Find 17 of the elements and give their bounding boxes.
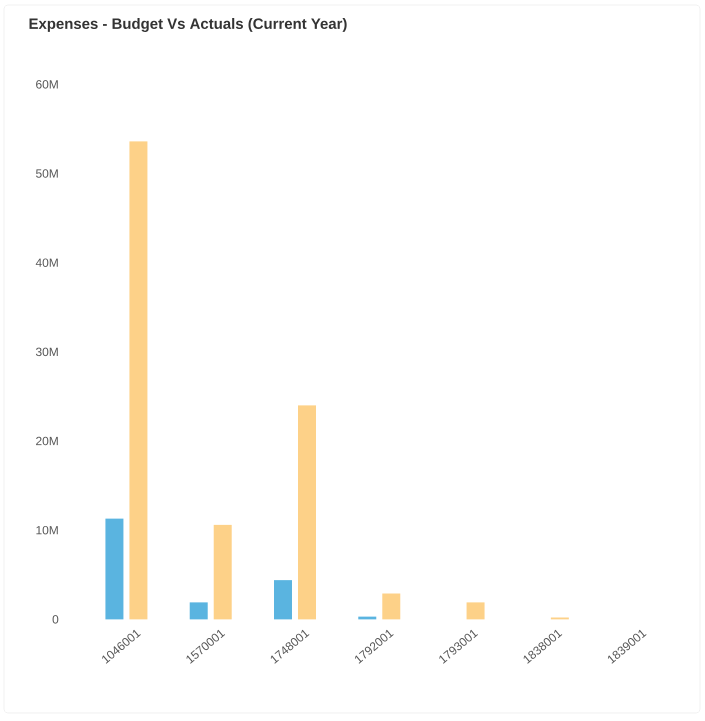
y-tick-label: 50M (36, 169, 58, 178)
y-tick-label: 0 (52, 615, 58, 624)
bar (129, 141, 148, 620)
bar (358, 616, 376, 620)
bar (274, 580, 292, 620)
chart-title: Expenses - Budget Vs Actuals (Current Year) (30, 18, 347, 32)
bar (190, 602, 208, 620)
y-tick-label: 30M (36, 348, 58, 356)
bar (466, 602, 485, 620)
y-tick-label: 20M (36, 436, 58, 446)
y-tick-label: 40M (36, 258, 58, 267)
bar (382, 593, 400, 620)
bar (214, 524, 232, 620)
y-tick-label: 60M (36, 80, 58, 89)
y-tick-label: 10M (36, 526, 58, 534)
bar (298, 405, 316, 620)
bar (105, 518, 124, 620)
